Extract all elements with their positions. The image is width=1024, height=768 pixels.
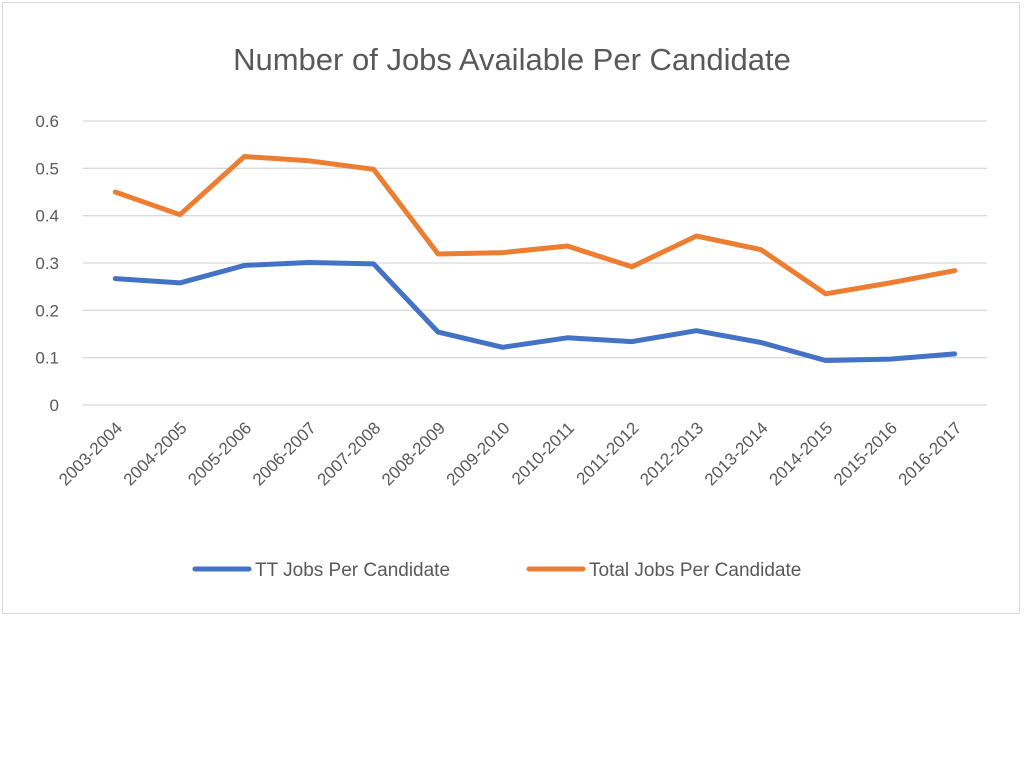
- series-line-1: [112, 154, 958, 297]
- series-lines: [112, 154, 958, 363]
- x-tick-label: 2004-2005: [120, 418, 191, 489]
- x-tick-label: 2008-2009: [378, 418, 449, 489]
- y-tick-label: 0: [50, 396, 59, 415]
- legend-label: Total Jobs Per Candidate: [589, 560, 801, 581]
- legend-label: TT Jobs Per Candidate: [255, 560, 450, 581]
- y-tick-label: 0.1: [35, 349, 59, 368]
- x-tick-label: 2015-2016: [830, 418, 901, 489]
- y-tick-label: 0.2: [35, 301, 59, 320]
- x-tick-label: 2013-2014: [701, 418, 772, 489]
- x-tick-label: 2016-2017: [895, 418, 966, 489]
- x-tick-label: 2005-2006: [184, 418, 255, 489]
- x-tick-label: 2003-2004: [55, 418, 126, 489]
- x-tick-label: 2007-2008: [313, 418, 384, 489]
- x-tick-label: 2010-2011: [508, 418, 578, 488]
- x-axis-ticks: 2003-20042004-20052005-20062006-20072007…: [55, 418, 965, 489]
- x-tick-label: 2014-2015: [765, 418, 836, 489]
- line-chart: Number of Jobs Available Per Candidate 0…: [35, 42, 987, 581]
- chart-title: Number of Jobs Available Per Candidate: [233, 42, 791, 77]
- x-tick-label: 2009-2010: [443, 418, 514, 489]
- series-line-0: [112, 260, 958, 363]
- y-tick-label: 0.3: [35, 254, 59, 273]
- legend: TT Jobs Per Candidate Total Jobs Per Cand…: [192, 560, 801, 581]
- y-tick-label: 0.5: [35, 159, 59, 178]
- y-tick-label: 0.6: [35, 112, 59, 131]
- y-tick-label: 0.4: [35, 207, 59, 226]
- x-tick-label: 2012-2013: [636, 418, 707, 489]
- y-axis-ticks: 0 0.1 0.2 0.3 0.4 0.5 0.6: [35, 112, 59, 415]
- x-tick-label: 2011-2012: [573, 418, 643, 488]
- chart-frame: Number of Jobs Available Per Candidate 0…: [2, 2, 1020, 614]
- x-tick-label: 2006-2007: [249, 418, 320, 489]
